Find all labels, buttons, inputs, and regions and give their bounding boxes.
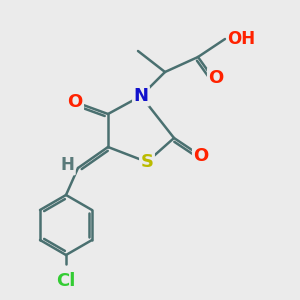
- Text: S: S: [140, 153, 154, 171]
- Text: O: O: [68, 93, 82, 111]
- Text: N: N: [134, 87, 148, 105]
- Text: O: O: [194, 147, 208, 165]
- Text: H: H: [61, 156, 74, 174]
- Text: O: O: [208, 69, 224, 87]
- Text: OH: OH: [227, 30, 256, 48]
- Text: Cl: Cl: [56, 272, 76, 290]
